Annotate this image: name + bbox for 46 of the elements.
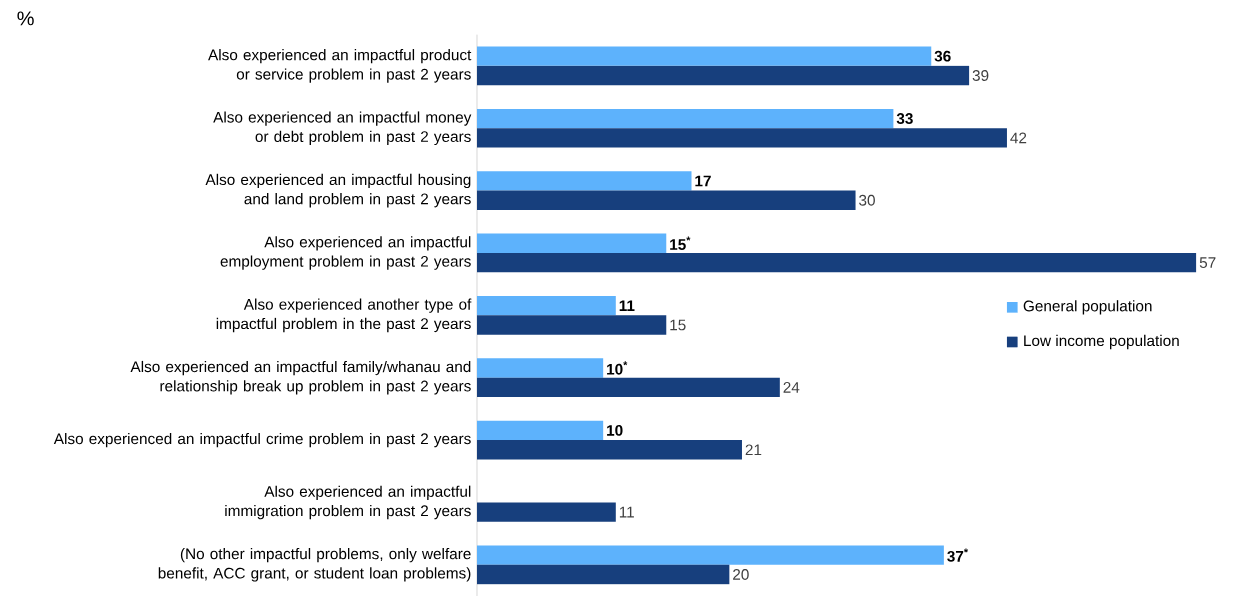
data-label: 21 <box>745 444 762 456</box>
data-label: 20 <box>733 569 749 580</box>
y-tick-label: Also experienced an impactful crime problem in past 2 years <box>53 432 471 448</box>
data-label: 11 <box>619 506 634 518</box>
y-tick-label: Also experienced an impactful money or debt problem in past 2 years <box>213 111 472 146</box>
bar <box>477 171 692 191</box>
y-tick-label: Also experienced an impactful family/whanau and relationship break up problem in past 2 years <box>130 360 471 395</box>
y-tick-label: Also experienced an impactful housing and land problem in past 2 years <box>205 173 471 208</box>
bar <box>477 65 970 86</box>
data-label: 33 <box>896 113 913 124</box>
y-tick-label: Also experienced an impactful immigration problem in past 2 years <box>225 485 471 520</box>
data-label: 15 <box>670 319 686 331</box>
bar <box>477 128 1007 148</box>
data-label: 36 <box>934 50 951 62</box>
data-label: 39 <box>972 70 989 81</box>
data-label: 17 <box>695 175 711 187</box>
data-label: 15$^{*}$ <box>670 236 691 250</box>
data-label: 42 <box>1010 132 1027 144</box>
data-label: 10$^{*}$ <box>607 361 628 375</box>
y-tick-label: Also experienced an impactful product or service problem in past 2 years <box>208 49 472 83</box>
bar <box>477 190 856 210</box>
bar <box>477 296 616 316</box>
bar <box>477 46 932 66</box>
data-label: 37$^{*}$ <box>947 548 969 562</box>
bar <box>477 545 944 565</box>
data-label: 30 <box>859 194 875 206</box>
bar <box>477 377 780 398</box>
data-label: 11 <box>619 300 635 311</box>
bar <box>477 315 667 335</box>
legend-label: General population <box>1023 300 1152 315</box>
bar <box>477 502 616 522</box>
legend-label: Low income population <box>1024 334 1179 350</box>
bar <box>477 564 730 585</box>
data-label: 57 <box>1199 257 1216 268</box>
bar <box>477 252 1197 273</box>
y-tick-label: Also experienced an impactful employment problem in past 2 years <box>220 236 471 270</box>
bar <box>477 108 894 129</box>
data-label: 24 <box>783 382 800 393</box>
data-label: 10 <box>607 424 623 436</box>
bar <box>477 233 667 253</box>
y-axis-title: % <box>17 11 34 26</box>
bar <box>477 358 604 378</box>
bar <box>477 420 604 441</box>
y-tick-label: (No other impactful problems, only welfare benefit, ACC grant, or student loan problems) <box>158 548 471 582</box>
bar <box>477 440 742 460</box>
y-tick-label: Also experienced another type of impactful problem in the past 2 years <box>216 298 472 333</box>
